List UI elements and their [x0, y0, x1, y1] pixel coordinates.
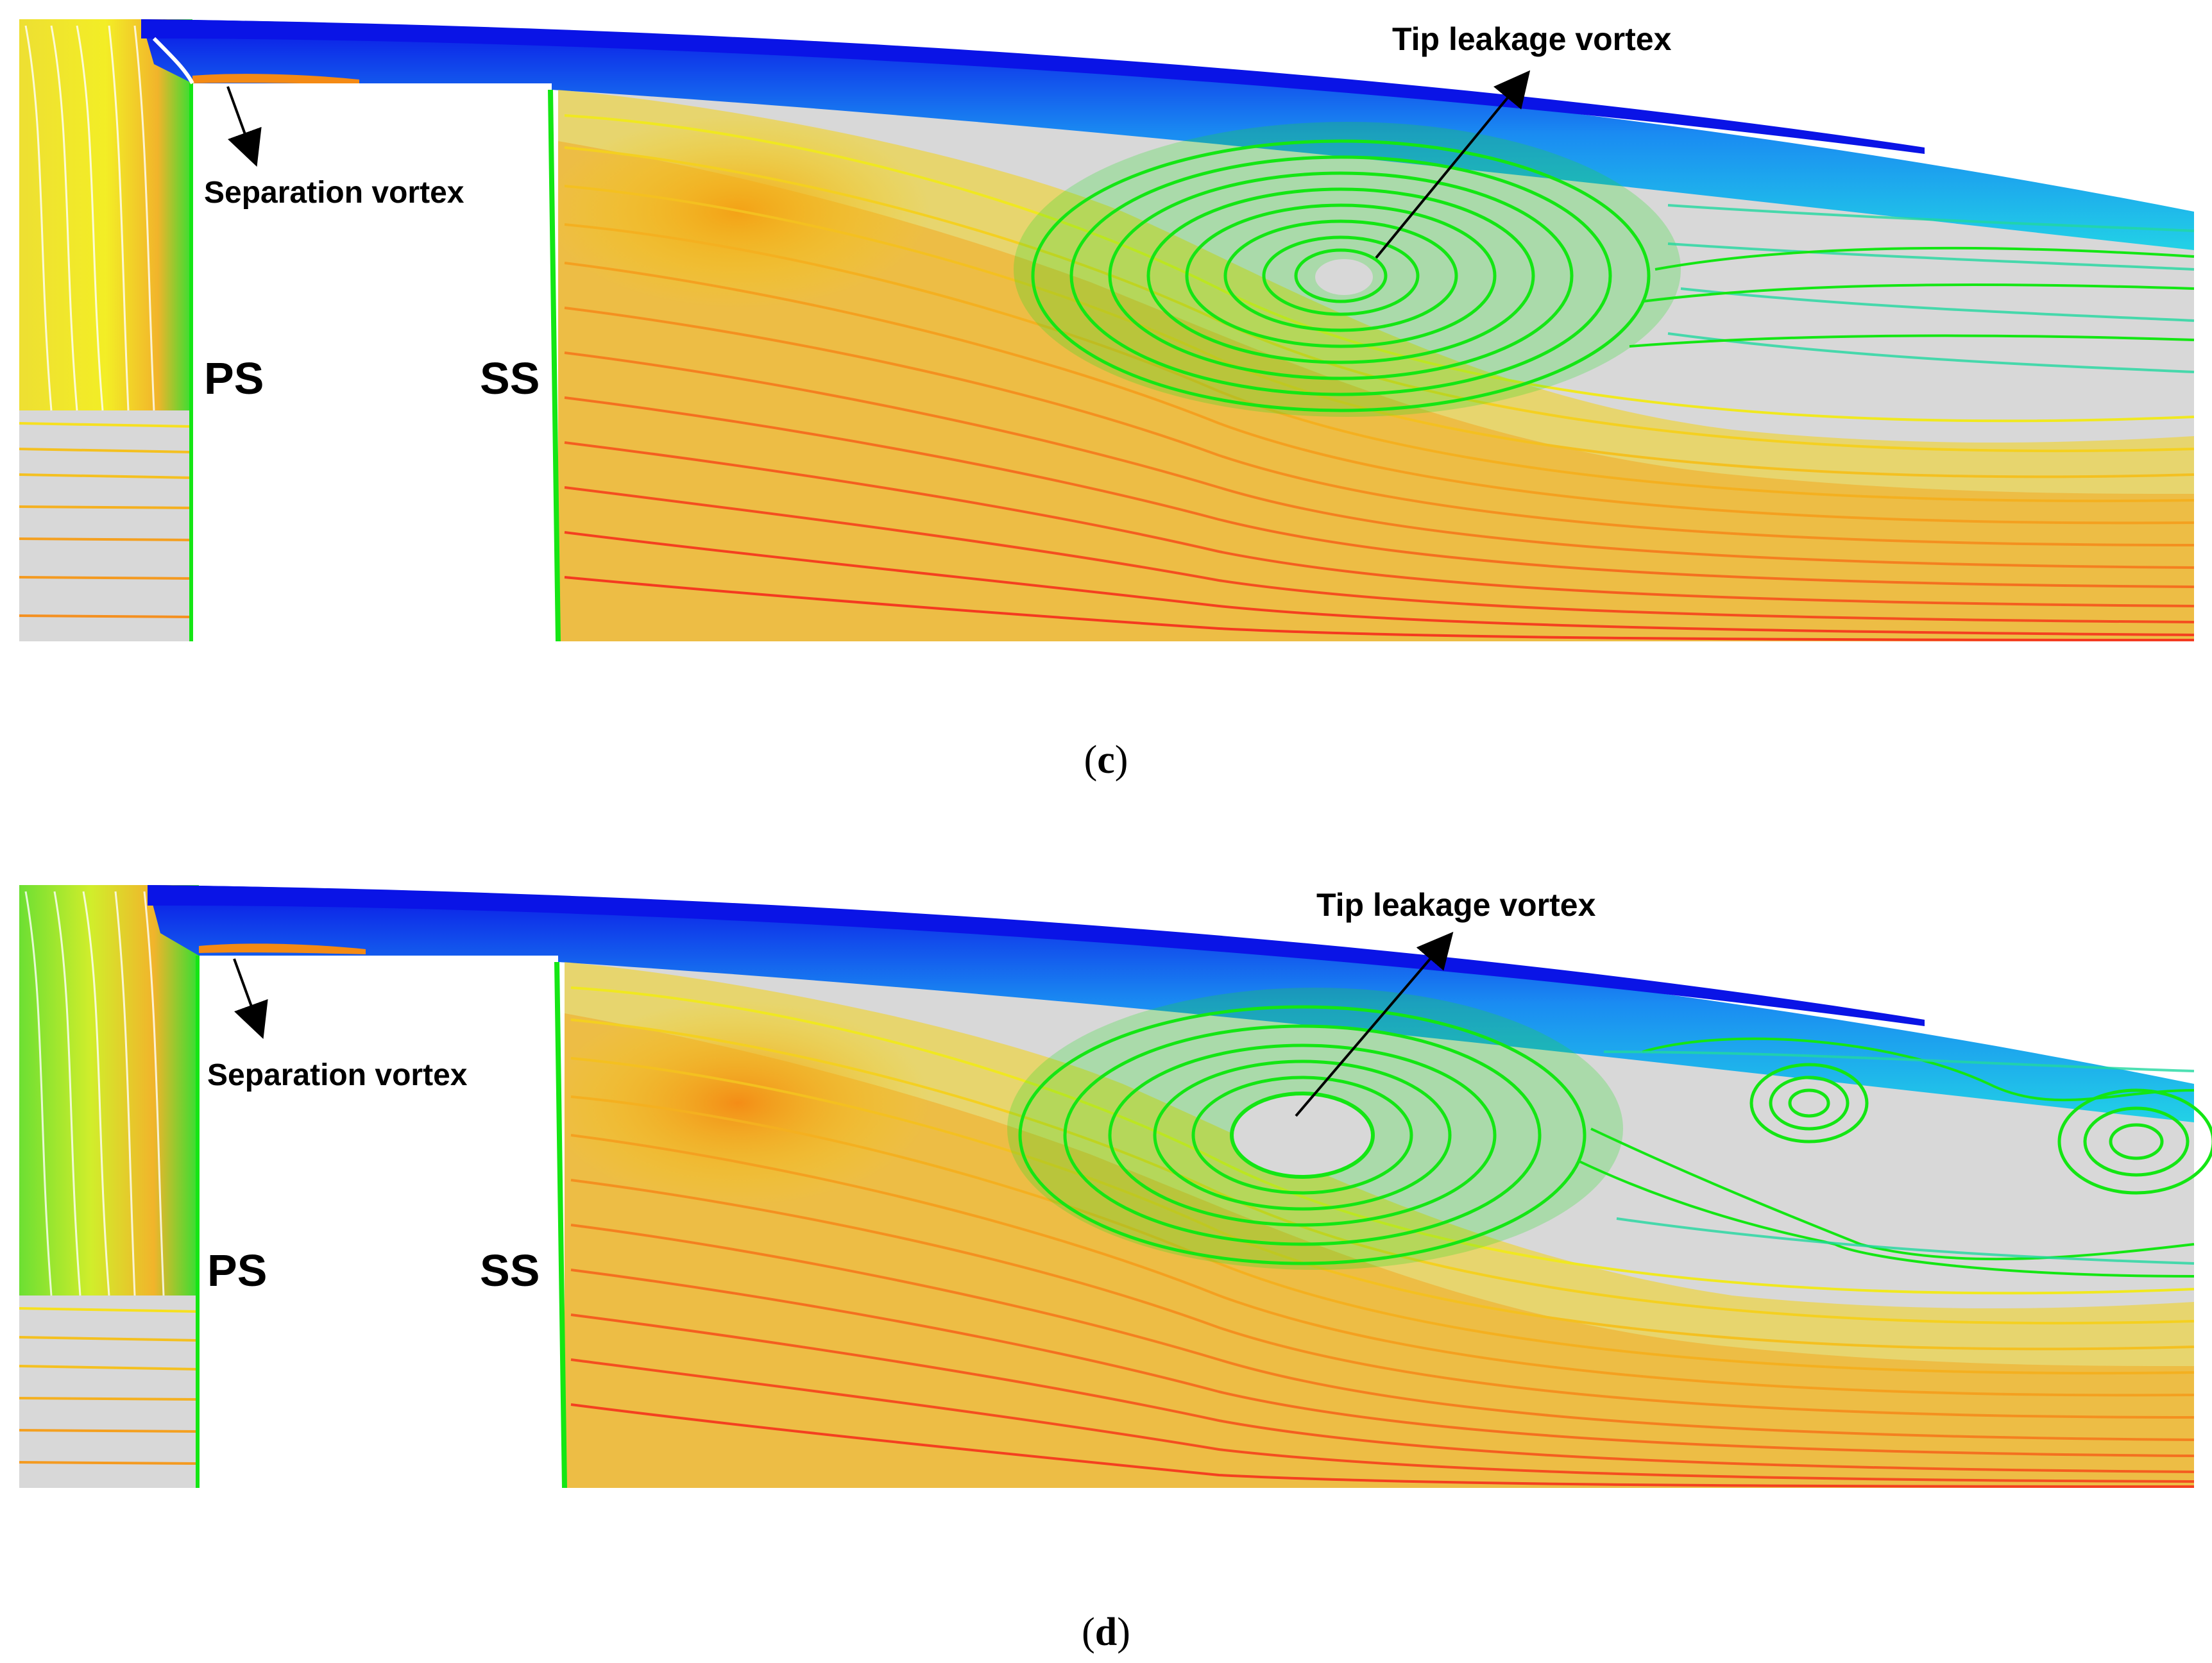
caption-d: (d) [1082, 1610, 1130, 1654]
tip-vortex-arrow [1375, 70, 1531, 259]
separation-vortex-label: Separation vortex [204, 176, 464, 210]
tip-vortex-arrow [1295, 931, 1454, 1117]
pressure-side-label: PS [204, 353, 264, 403]
caption-c: (c) [1084, 738, 1128, 782]
pressure-side-label: PS [207, 1245, 267, 1296]
separation-vortex-arrow [226, 86, 262, 167]
suction-side-label: SS [480, 1245, 540, 1296]
suction-side-label: SS [480, 353, 540, 403]
panel-d: Tip leakage vortex Separation vortex PS … [0, 859, 2212, 1663]
tip-vortex-label: Tip leakage vortex [1392, 21, 1672, 57]
tip-vortex-label: Tip leakage vortex [1316, 887, 1596, 923]
separation-vortex-label: Separation vortex [207, 1058, 468, 1092]
streamline-plot-d: Tip leakage vortex Separation vortex PS … [19, 885, 2212, 1514]
separation-vortex-arrow [233, 958, 268, 1040]
streamline-plot-c: Tip leakage vortex Separation vortex PS … [19, 19, 2195, 738]
panel-c: Tip leakage vortex Separation vortex PS … [0, 0, 2212, 827]
